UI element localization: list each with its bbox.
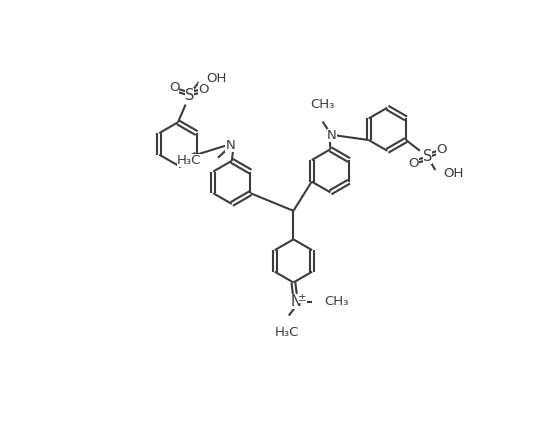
Text: CH₃: CH₃	[311, 98, 335, 111]
Text: N: N	[226, 139, 235, 152]
Text: ±: ±	[298, 293, 307, 303]
Text: OH: OH	[206, 72, 227, 85]
Text: H₃C: H₃C	[177, 154, 201, 166]
Text: N: N	[291, 294, 302, 309]
Text: CH₃: CH₃	[324, 295, 349, 308]
Text: O: O	[436, 143, 447, 156]
Text: O: O	[169, 81, 179, 94]
Text: OH: OH	[443, 167, 463, 181]
Text: O: O	[198, 83, 208, 96]
Text: N: N	[327, 129, 337, 142]
Text: O: O	[409, 157, 419, 169]
Text: S: S	[185, 88, 194, 103]
Text: H₃C: H₃C	[275, 326, 299, 339]
Text: S: S	[423, 149, 432, 164]
